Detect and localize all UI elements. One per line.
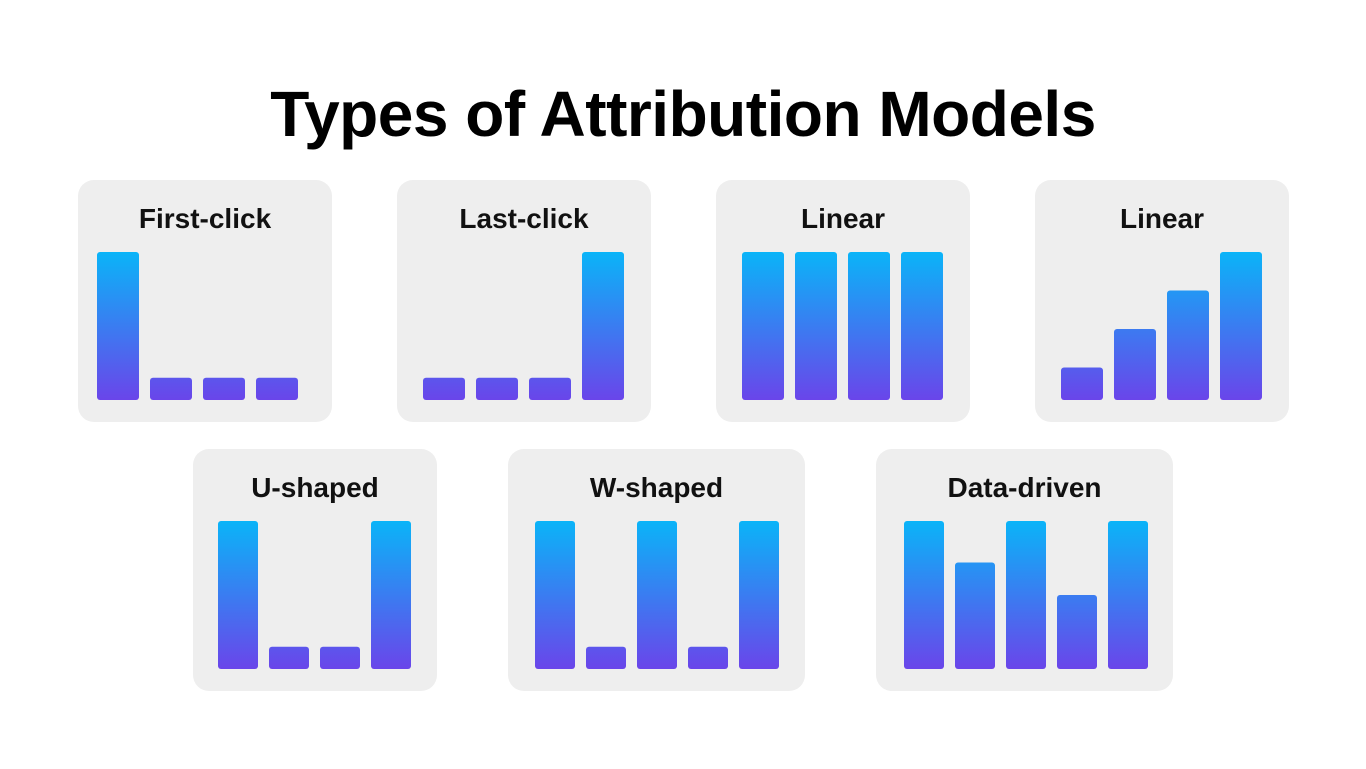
bar — [1061, 367, 1103, 400]
bar — [371, 521, 411, 669]
bar — [582, 252, 624, 400]
bar — [955, 562, 995, 669]
chart-card-u-shaped: U-shaped — [193, 449, 437, 691]
page-title: Types of Attribution Models — [270, 78, 1096, 150]
chart-title: W-shaped — [589, 472, 724, 503]
bar — [739, 521, 779, 669]
chart-title: Linear — [1119, 203, 1205, 234]
bar — [476, 377, 518, 400]
bar — [529, 377, 571, 400]
bar-chart — [1061, 252, 1262, 400]
bar — [1006, 521, 1046, 669]
bar — [97, 252, 139, 400]
chart-card-data-driven: Data-driven — [876, 449, 1173, 691]
bar — [256, 377, 298, 400]
bar — [218, 521, 258, 669]
bar — [904, 521, 944, 669]
bar — [203, 377, 245, 400]
bar — [1057, 595, 1097, 669]
chart-card-linear: Linear — [716, 180, 970, 422]
chart-title: Last-click — [459, 203, 589, 234]
bar — [1114, 328, 1156, 400]
chart-title: First-click — [138, 203, 272, 234]
bar — [535, 521, 575, 669]
bar — [688, 646, 728, 669]
bar-chart — [423, 252, 624, 400]
bar — [637, 521, 677, 669]
chart-title: Linear — [800, 203, 886, 234]
bar — [586, 646, 626, 669]
chart-title: U-shaped — [251, 472, 379, 503]
chart-card-first-click: First-click — [78, 180, 332, 422]
chart-card-last-click: Last-click — [397, 180, 651, 422]
bar-chart — [904, 521, 1148, 669]
bar — [1108, 521, 1148, 669]
chart-card-linear-increasing: Linear — [1035, 180, 1289, 422]
bar — [150, 377, 192, 400]
bar-chart — [535, 521, 779, 669]
bar-chart — [218, 521, 411, 669]
chart-card-w-shaped: W-shaped — [508, 449, 805, 691]
bar — [1220, 252, 1262, 400]
bar-chart — [742, 252, 943, 400]
chart-title: Data-driven — [947, 472, 1102, 503]
bar — [901, 252, 943, 400]
bar — [848, 252, 890, 400]
bar — [1167, 290, 1209, 400]
bar — [795, 252, 837, 400]
bar — [320, 646, 360, 669]
bar — [423, 377, 465, 400]
bar-chart — [97, 252, 298, 400]
bar — [742, 252, 784, 400]
bar — [269, 646, 309, 669]
